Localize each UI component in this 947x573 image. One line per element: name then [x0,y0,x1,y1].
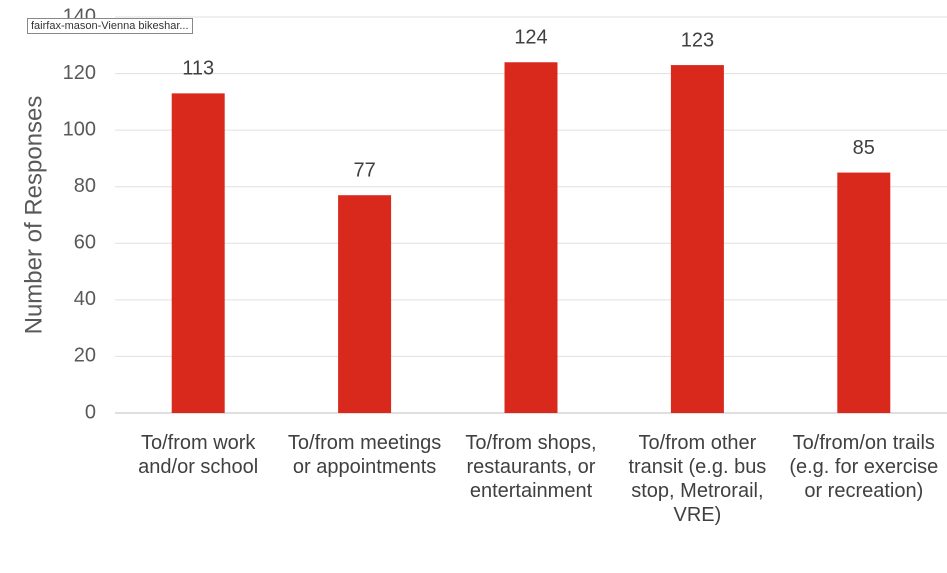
x-tick-label: To/from other transit (e.g. bus stop, Me… [628,432,767,526]
x-tick-label: To/from/on trails (e.g. for exercise or … [789,432,939,502]
x-tick-label: To/from work and/or school [138,432,259,478]
data-label: 123 [681,29,714,51]
data-label: 85 [853,137,875,159]
x-tick-label: To/from meetings or appointments [287,432,442,478]
bar [504,62,558,413]
y-tick-label: 80 [74,175,96,197]
y-tick-label: 100 [63,118,96,140]
bar [338,195,392,413]
data-label: 113 [182,58,214,80]
y-axis-label: Number of Responses [20,96,47,335]
y-tick-label: 0 [85,401,96,423]
y-tick-label: 60 [74,232,96,254]
bar [670,65,724,413]
x-tick-label: To/from shops, restaurants, or entertain… [465,432,597,502]
data-label: 124 [514,27,547,49]
data-label: 77 [353,159,375,181]
y-tick-label: 20 [74,345,96,367]
y-tick-label: 120 [63,62,96,84]
tooltip: fairfax-mason-Vienna bikeshar... [27,18,193,34]
bar [171,93,225,413]
bar [837,172,891,413]
y-tick-label: 40 [74,288,96,310]
